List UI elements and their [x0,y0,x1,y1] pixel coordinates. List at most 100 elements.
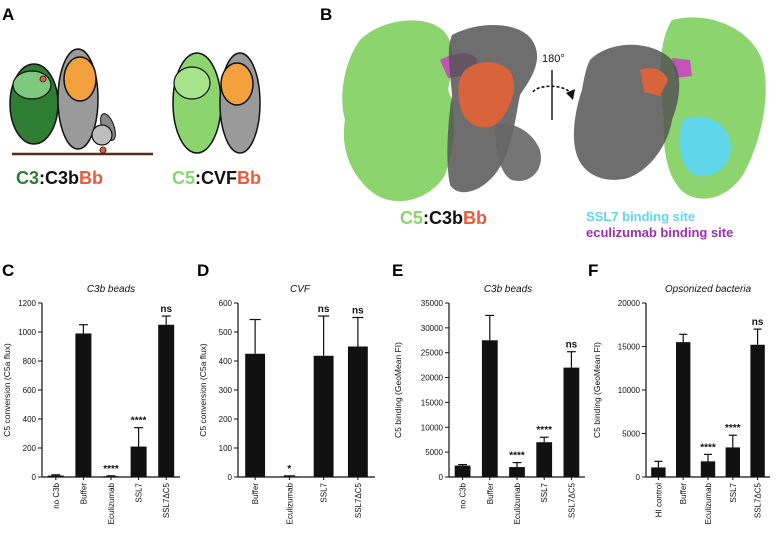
x-tick-label: Eculizumab [704,482,713,524]
y-tick-label: 500 [219,328,233,337]
ssl7-site-label: SSL7 binding site [586,209,695,224]
x-tick-label: SSL7ΔC5 [162,482,171,518]
panel-letter-f: F [588,261,598,280]
c5-convertase-schematic [172,52,261,154]
x-tick-label: Eculizumab [285,482,294,524]
bar [75,333,92,477]
y-tick-label: 15000 [618,343,641,352]
panel-letter-d: D [197,261,209,280]
y-tick-label: 600 [219,299,233,308]
c5-label: C5 [172,168,195,188]
chart-title: C3b beads [87,284,135,295]
significance-label: **** [509,451,525,462]
x-tick-label: Eculizumab [513,482,522,524]
y-axis-label: C5 binding (GeoMean FI) [393,342,403,438]
y-tick-label: 15000 [421,398,444,407]
bar [279,476,300,477]
chart-title: C3b beads [484,284,532,295]
structure-rear-view [573,17,766,199]
y-tick-label: 0 [228,473,233,482]
significance-label: **** [103,464,119,475]
bar [536,442,553,477]
significance-label: **** [725,423,741,434]
y-tick-label: 1200 [18,299,36,308]
c3b-label: C3b [429,208,463,228]
colon: : [39,168,45,188]
significance-label: **** [700,442,716,453]
significance-label: **** [536,425,552,436]
x-tick-label: no C3b [52,482,61,508]
y-tick-label: 0 [636,473,641,482]
c5-c3bbb-label: C5:C3bBb [400,208,487,228]
significance-label: **** [131,416,147,427]
rotation-label: 180° [542,53,565,65]
panel-letter-a: A [2,5,14,24]
chart-title: CVF [290,284,311,295]
rotate-arrow-icon [532,70,575,120]
x-tick-label: Buffer [486,483,495,505]
y-tick-label: 100 [219,444,233,453]
y-tick-label: 5000 [425,448,443,457]
bar [130,446,147,477]
y-tick-label: 200 [23,444,37,453]
bar [750,344,765,477]
y-axis-label: C5 binding (GeoMean FI) [592,342,602,438]
y-tick-label: 30000 [421,324,444,333]
x-tick-label: SSL7ΔC5 [754,482,763,518]
bar [313,355,334,477]
eculizumab-site-label: eculizumab binding site [586,225,733,240]
x-tick-label: SSL7 [540,482,549,502]
chart-c5-conversion-c3b-beads: C3b beads C5 conversion (C5a flux) 0 200 400… [2,284,180,524]
y-tick-label: 400 [219,357,233,366]
y-tick-label: 600 [23,386,37,395]
significance-label: ns [318,304,330,315]
y-tick-label: 200 [219,415,233,424]
c3-convertase-label: C3:C3bBb [16,168,103,188]
x-tick-label: HI control [654,483,663,517]
c3-convertase-schematic [9,48,153,156]
bar [47,475,64,477]
bb-label: Bb [463,208,487,228]
x-tick-label: SSL7 [320,482,329,502]
cvf-label: CVF [201,168,237,188]
y-tick-label: 0 [439,473,444,482]
significance-label: ns [160,304,172,315]
x-tick-label: SSL7ΔC5 [354,482,363,518]
bar [158,324,175,477]
chart-c5-conversion-cvf: CVF C5 conversion (C5a flux) 0 100 200 300 400… [198,284,375,524]
x-tick-label: Eculizumab [107,482,116,524]
c5-convertase-label: C5:CVFBb [172,168,261,188]
y-tick-label: 0 [32,473,37,482]
y-tick-label: 20000 [618,299,641,308]
chart-title: Opsonized bacteria [665,284,752,295]
colon: : [423,208,429,228]
bb-label: Bb [237,168,261,188]
y-tick-label: 800 [23,357,37,366]
x-tick-label: SSL7ΔC5 [567,482,576,518]
y-axis-label: C5 conversion (C5a flux) [198,343,208,437]
bar [725,447,740,477]
panel-letter-e: E [392,261,403,280]
x-tick-label: SSL7 [729,482,738,502]
panel-letter-c: C [2,261,14,280]
y-tick-label: 35000 [421,299,444,308]
significance-label: ns [752,317,764,328]
structure-front-view [342,20,541,202]
y-tick-label: 300 [219,386,233,395]
bar [509,467,525,477]
bar [454,465,471,477]
y-tick-label: 25000 [421,349,444,358]
significance-label: ns [352,306,364,317]
chart-c5-binding-opsonized-bacteria: Opsonized bacteria C5 binding (GeoMean FI… [592,284,770,524]
bar [245,353,266,477]
c3-label: C3 [16,168,39,188]
colon: : [195,168,201,188]
y-tick-label: 10000 [618,386,641,395]
y-tick-label: 10000 [421,423,444,432]
y-tick-label: 20000 [421,374,444,383]
bb-label: Bb [79,168,103,188]
x-tick-label: Buffer [79,483,88,505]
bar [676,342,691,477]
bar [102,476,120,477]
